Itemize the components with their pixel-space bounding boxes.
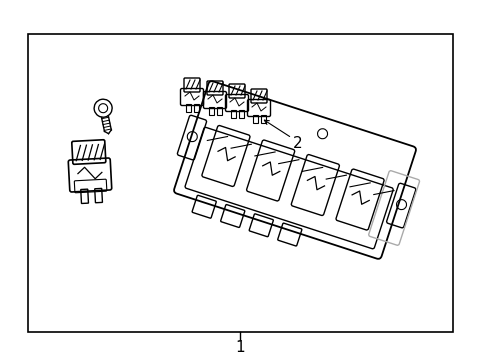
Bar xyxy=(252,115,258,123)
Bar xyxy=(28,34,452,332)
Bar xyxy=(261,115,265,123)
Bar xyxy=(95,188,102,203)
Bar xyxy=(194,104,199,112)
Bar xyxy=(217,107,222,115)
Text: 1: 1 xyxy=(235,339,244,355)
Text: 2: 2 xyxy=(293,135,302,150)
Bar xyxy=(185,104,191,112)
Bar xyxy=(239,110,244,118)
Bar xyxy=(230,110,236,118)
Bar xyxy=(208,107,214,115)
Bar xyxy=(81,189,88,203)
